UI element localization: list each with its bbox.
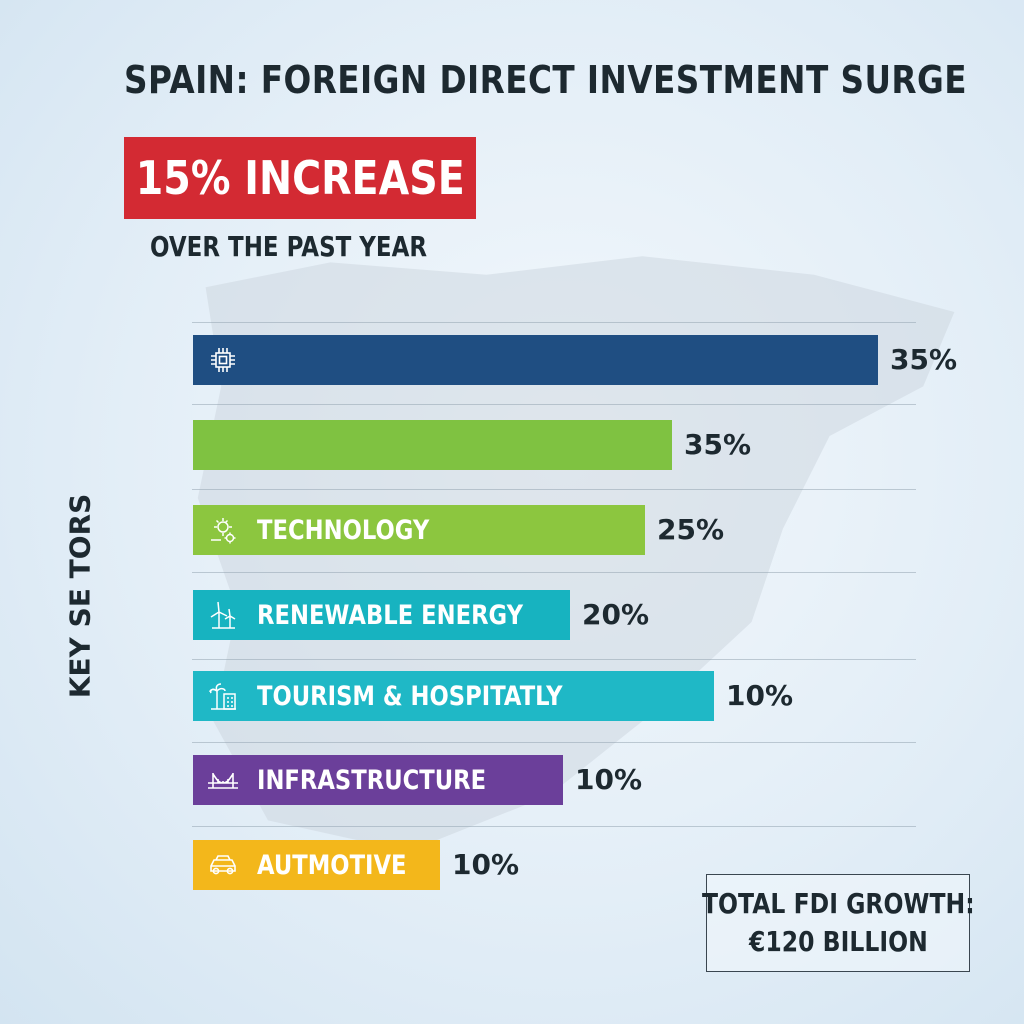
wind-turbine-icon xyxy=(205,597,241,633)
bridge-icon xyxy=(205,762,241,798)
bar-value-label: 35% xyxy=(684,428,752,461)
subtitle: OVER THE PAST YEAR xyxy=(150,230,428,263)
grid-line xyxy=(192,322,916,323)
bar-infrastructure: INFRASTRUCTURE xyxy=(193,755,563,805)
bar-value-label: 10% xyxy=(452,848,520,881)
bar-label: TECHNOLOGY xyxy=(257,514,430,546)
bar-value-label: 35% xyxy=(890,343,958,376)
grid-line xyxy=(192,404,916,405)
bar-renewable-energy: RENEWABLE ENERGY xyxy=(193,590,570,640)
grid-line xyxy=(192,572,916,573)
palm-building-icon xyxy=(205,678,241,714)
grid-line xyxy=(192,659,916,660)
bar-value-label: 10% xyxy=(726,679,794,712)
bar-label: RENEWABLE ENERGY xyxy=(257,599,524,631)
bar-unlabeled-2 xyxy=(193,420,672,470)
total-fdi-label: TOTAL FDI GROWTH: xyxy=(701,887,975,920)
bar-value-label: 10% xyxy=(575,763,643,796)
chip-icon xyxy=(205,342,241,378)
increase-banner-text: 15% INCREASE xyxy=(135,151,465,205)
bar-technology: TECHNOLOGY xyxy=(193,505,645,555)
bar-label: INFRASTRUCTURE xyxy=(257,764,487,796)
bar-label: AUTMOTIVE xyxy=(257,849,407,881)
grid-line xyxy=(192,489,916,490)
bar-unlabeled-1 xyxy=(193,335,878,385)
grid-line xyxy=(192,742,916,743)
total-fdi-box: TOTAL FDI GROWTH: €120 BILLION xyxy=(702,874,974,972)
bar-tourism-hospitatly: TOURISM & HOSPITATLY xyxy=(193,671,714,721)
grid-line xyxy=(192,826,916,827)
increase-banner: 15% INCREASE xyxy=(124,137,476,219)
total-fdi-value: €120 BILLION xyxy=(748,925,928,958)
sun-gear-icon xyxy=(205,512,241,548)
bar-autmotive: AUTMOTIVE xyxy=(193,840,440,890)
car-icon xyxy=(205,847,241,883)
bar-value-label: 25% xyxy=(657,513,725,546)
page-title: SPAIN: FOREIGN DIRECT INVESTMENT SURGE xyxy=(124,58,968,102)
bar-value-label: 20% xyxy=(582,598,650,631)
axis-title: KEY SE TORS xyxy=(63,493,97,699)
bar-label: TOURISM & HOSPITATLY xyxy=(257,680,563,712)
